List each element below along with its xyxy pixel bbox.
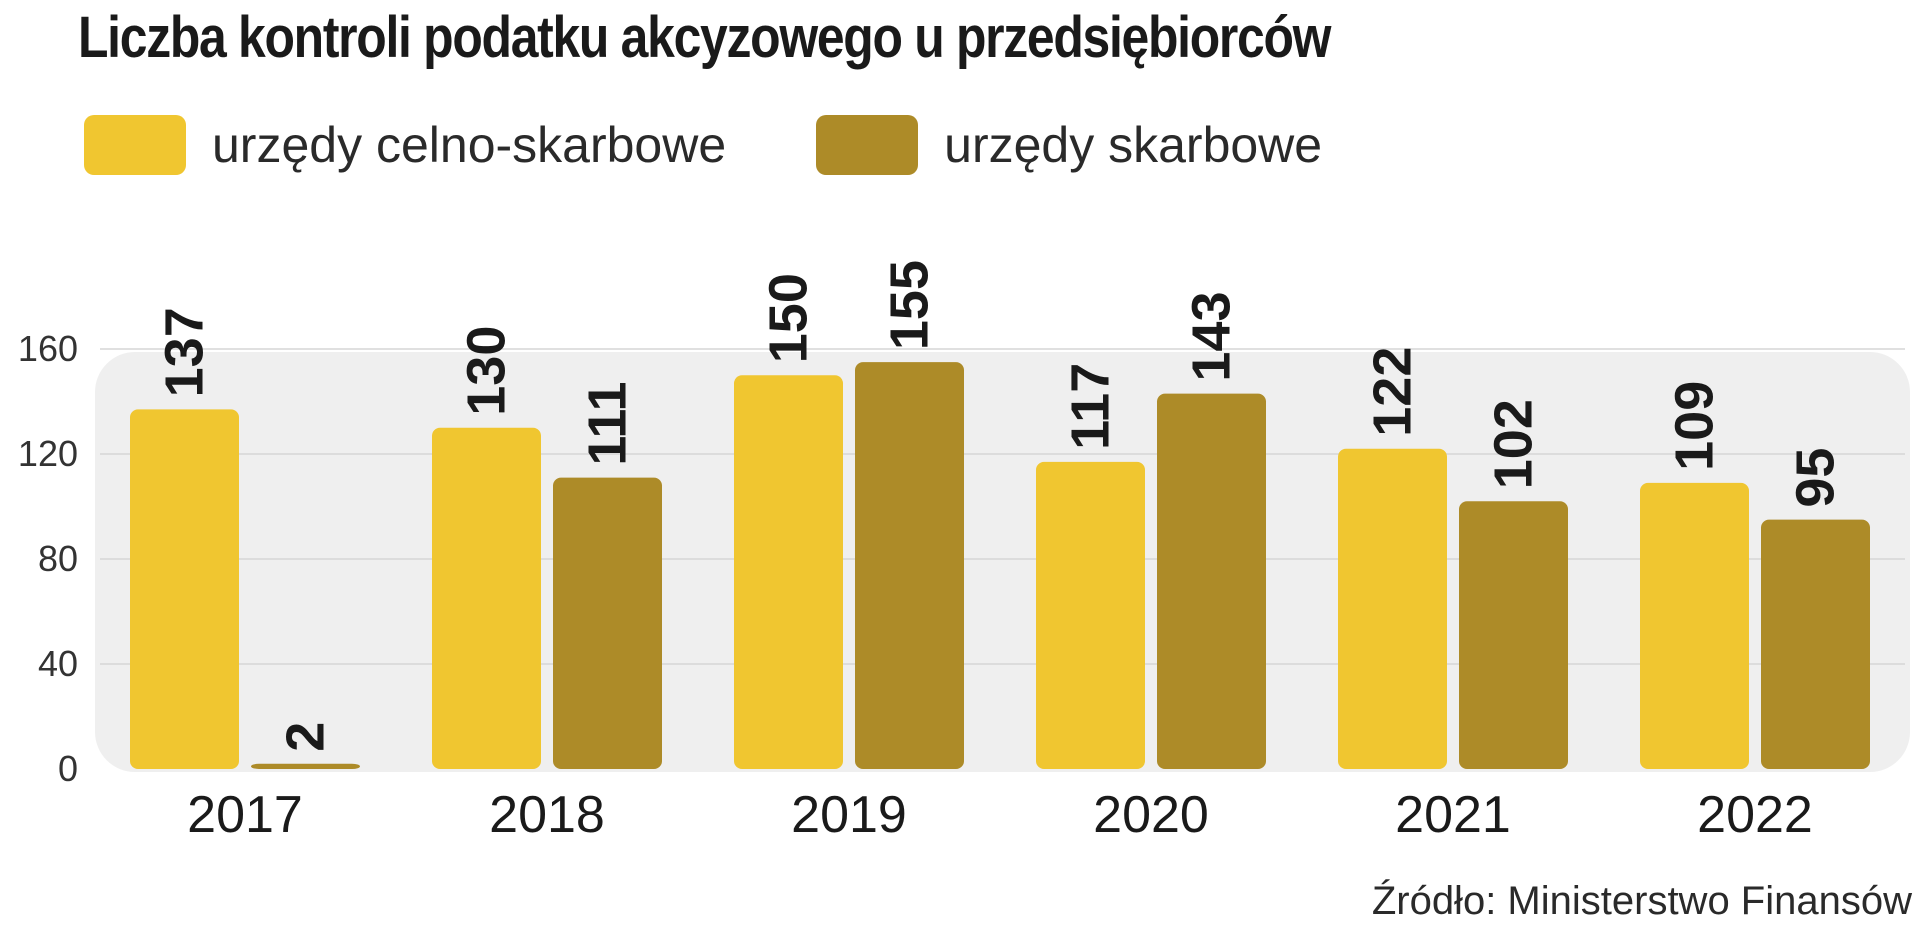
chart-legend: urzędy celno-skarbowe urzędy skarbowe (84, 113, 1412, 177)
bars (130, 362, 1870, 769)
bar-skarbowe-2019 (855, 362, 964, 769)
bar-celno-skarbowe-2021 (1338, 448, 1447, 769)
data-label: 150 (759, 273, 819, 363)
data-label: 2 (276, 722, 336, 752)
data-label: 122 (1363, 347, 1423, 437)
data-label: 143 (1182, 292, 1242, 382)
legend-label-skarbowe: urzędy skarbowe (944, 117, 1323, 173)
data-label: 137 (155, 307, 215, 397)
x-tick-label: 2019 (791, 786, 907, 844)
data-label: 155 (880, 260, 940, 350)
data-label: 102 (1484, 399, 1544, 489)
plot-background (95, 352, 1910, 772)
data-label: 109 (1665, 381, 1725, 471)
data-label: 117 (1061, 363, 1121, 450)
y-tick-label: 0 (58, 748, 78, 789)
source-note: Źródło: Ministerstwo Finansów (1371, 879, 1912, 923)
bar-skarbowe-2021 (1459, 501, 1568, 769)
bar-celno-skarbowe-2019 (734, 375, 843, 769)
gridlines (100, 348, 1905, 665)
x-axis-ticks: 2017 2018 2019 2020 2021 2022 (187, 786, 1813, 844)
x-tick-label: 2021 (1395, 786, 1511, 844)
x-tick-label: 2022 (1697, 786, 1813, 844)
legend-item-skarbowe: urzędy skarbowe (816, 115, 1322, 175)
bar-skarbowe-2022 (1761, 519, 1870, 769)
y-tick-label: 40 (38, 643, 78, 684)
bar-celno-skarbowe-2022 (1640, 482, 1749, 769)
legend-swatch-skarbowe (816, 115, 919, 175)
bar-skarbowe-2020 (1157, 393, 1266, 769)
bar-celno-skarbowe-2017 (130, 409, 239, 769)
y-tick-label: 80 (38, 538, 78, 579)
y-tick-label: 120 (18, 433, 78, 474)
x-tick-label: 2017 (187, 786, 303, 844)
y-axis-ticks: 0 40 80 120 160 (18, 328, 78, 789)
chart-title: Liczba kontroli podatku akcyzowego u prz… (78, 5, 1331, 70)
bar-celno-skarbowe-2018 (432, 427, 541, 769)
data-label: 130 (457, 326, 517, 416)
x-tick-label: 2020 (1093, 786, 1209, 844)
x-tick-label: 2018 (489, 786, 605, 844)
legend-swatch-celno-skarbowe (84, 115, 186, 175)
bar-skarbowe-2018 (553, 477, 662, 769)
legend-item-celno-skarbowe: urzędy celno-skarbowe (84, 115, 726, 175)
bar-celno-skarbowe-2020 (1036, 461, 1145, 769)
y-tick-label: 160 (18, 328, 78, 369)
data-label: 111 (578, 381, 638, 465)
bar-skarbowe-2017 (251, 763, 360, 769)
data-label: 95 (1786, 448, 1846, 508)
data-labels: 137 2 130 111 150 155 117 143 122 102 109 95 (155, 260, 1846, 752)
legend-label-celno-skarbowe: urzędy celno-skarbowe (212, 117, 727, 173)
